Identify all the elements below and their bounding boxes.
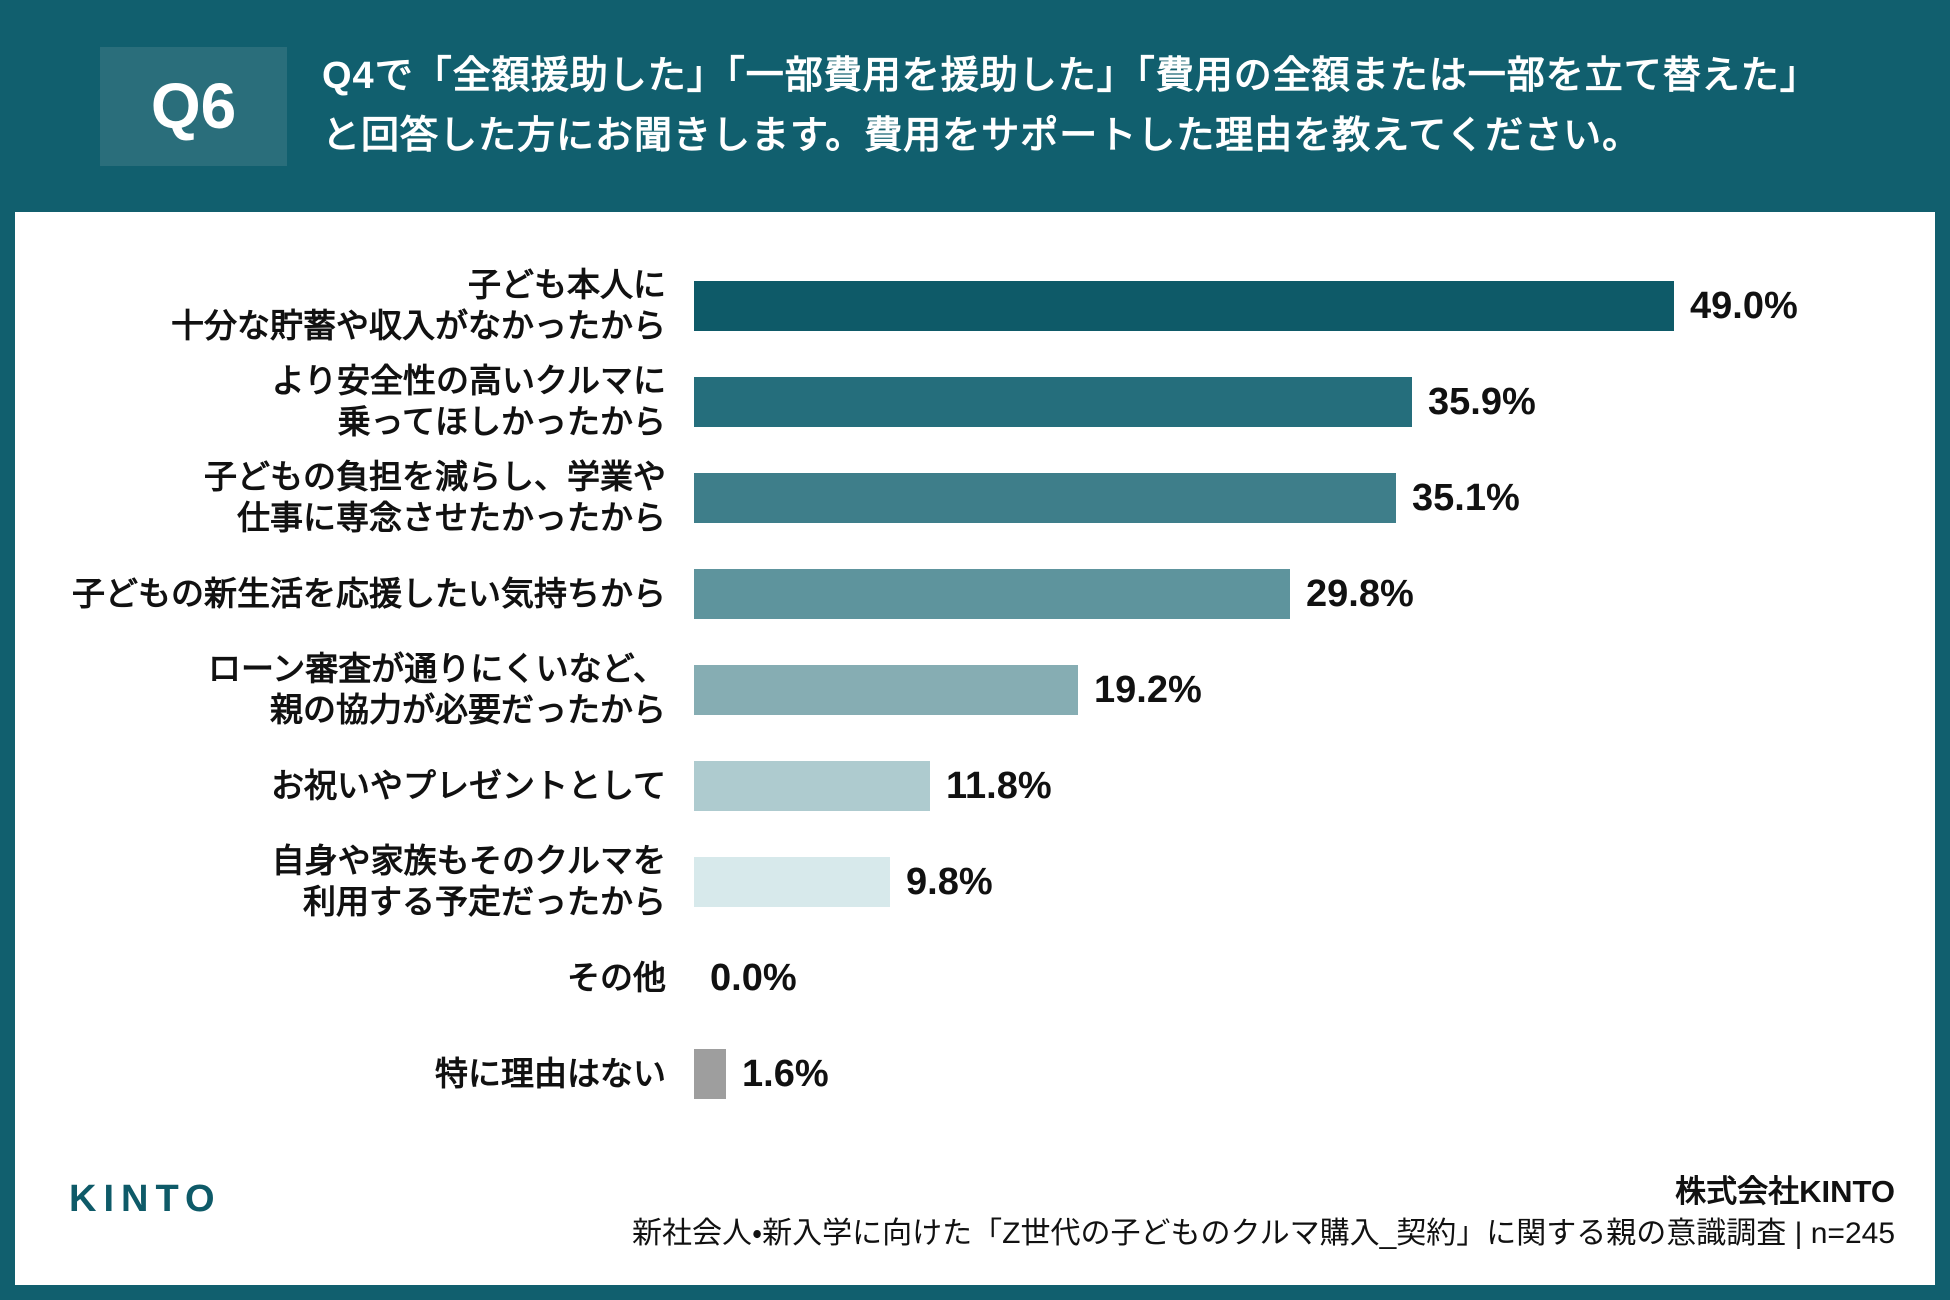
category-label: ローン審査が通りにくいなど、 親の協力が必要だったから: [207, 650, 666, 728]
header: Q6 Q4で「全額援助した」「一部費用を援助した」「費用の全額または一部を立て替…: [0, 0, 1950, 212]
category-label: お祝いやプレゼントとして: [270, 766, 666, 804]
page-title-line1: Q4で「全額援助した」「一部費用を援助した」「費用の全額または一部を立て替えた」: [322, 54, 1819, 97]
bar: [694, 665, 1078, 715]
survey-caption: 新社会人・新入学に向けた「Z世代の子どものクルマ購入_契約」に関する親の意識調査…: [631, 1217, 1895, 1250]
bar-row: 特に理由はない 1.6%: [15, 1026, 1935, 1122]
kinto-logo: KINTO: [69, 1177, 222, 1220]
bar: [694, 857, 890, 907]
bar-track: 29.8%: [694, 569, 1935, 619]
question-badge: Q6: [100, 46, 287, 166]
question-badge-label: Q6: [150, 70, 237, 142]
value-label: 35.9%: [1428, 380, 1536, 423]
category-label: より安全性の高いクルマに 乗ってほしかったから: [271, 362, 666, 440]
bar-row: 自身や家族もそのクルマを 利用する予定だったから 9.8%: [15, 834, 1935, 930]
category-label: 子どもの負担を減らし、学業や 仕事に専念させたかったから: [204, 458, 666, 536]
bar-track: 9.8%: [694, 857, 1935, 907]
bar-track: 49.0%: [694, 281, 1935, 331]
bar-row: ローン審査が通りにくいなど、 親の協力が必要だったから 19.2%: [15, 642, 1935, 738]
value-label: 9.8%: [906, 860, 993, 903]
page-title-line2: と回答した方にお聞きします。費用をサポートした理由を教えてください。: [322, 115, 1642, 157]
value-label: 1.6%: [742, 1052, 829, 1095]
bar: [694, 569, 1290, 619]
bar-track: 0.0%: [694, 953, 1935, 1003]
value-label: 49.0%: [1690, 284, 1798, 327]
bar-track: 35.9%: [694, 377, 1935, 427]
company-name: 株式会社KINTO: [1675, 1173, 1895, 1209]
footer: KINTO 株式会社KINTO 新社会人・新入学に向けた「Z世代の子どものクルマ…: [15, 1170, 1935, 1285]
bar-row: 子ども本人に 十分な貯蓄や収入がなかったから 49.0%: [15, 258, 1935, 354]
value-label: 29.8%: [1306, 572, 1414, 615]
bar-row: お祝いやプレゼントとして 11.8%: [15, 738, 1935, 834]
footer-credits: 株式会社KINTO 新社会人・新入学に向けた「Z世代の子どものクルマ購入_契約」…: [632, 1170, 1895, 1255]
bar: [694, 761, 930, 811]
value-label: 35.1%: [1412, 476, 1520, 519]
category-label: 自身や家族もそのクルマを 利用する予定だったから: [271, 842, 666, 920]
value-label: 19.2%: [1094, 668, 1202, 711]
value-label: 11.8%: [946, 764, 1052, 807]
category-label: 子どもの新生活を応援したい気持ちから: [72, 574, 666, 612]
bar-row: 子どもの新生活を応援したい気持ちから 29.8%: [15, 546, 1935, 642]
bar-track: 35.1%: [694, 473, 1935, 523]
category-label: 子ども本人に 十分な貯蓄や収入がなかったから: [171, 266, 666, 344]
chart-card: 子ども本人に 十分な貯蓄や収入がなかったから 49.0% より安全性の高いクルマ…: [15, 212, 1935, 1285]
bar-track: 19.2%: [694, 665, 1935, 715]
bar-chart: 子ども本人に 十分な貯蓄や収入がなかったから 49.0% より安全性の高いクルマ…: [15, 212, 1935, 1122]
page-title: Q4で「全額援助した」「一部費用を援助した」「費用の全額または一部を立て替えた」…: [322, 46, 1819, 166]
bar-row: その他 0.0%: [15, 930, 1935, 1026]
bar-track: 1.6%: [694, 1049, 1935, 1099]
category-label: その他: [567, 958, 666, 996]
bar: [694, 377, 1412, 427]
bar-track: 11.8%: [694, 761, 1935, 811]
bar-row: 子どもの負担を減らし、学業や 仕事に専念させたかったから 35.1%: [15, 450, 1935, 546]
value-label: 0.0%: [710, 956, 797, 999]
category-label: 特に理由はない: [435, 1054, 666, 1092]
bar: [694, 473, 1396, 523]
bar-row: より安全性の高いクルマに 乗ってほしかったから 35.9%: [15, 354, 1935, 450]
bar: [694, 1049, 726, 1099]
bar: [694, 281, 1674, 331]
